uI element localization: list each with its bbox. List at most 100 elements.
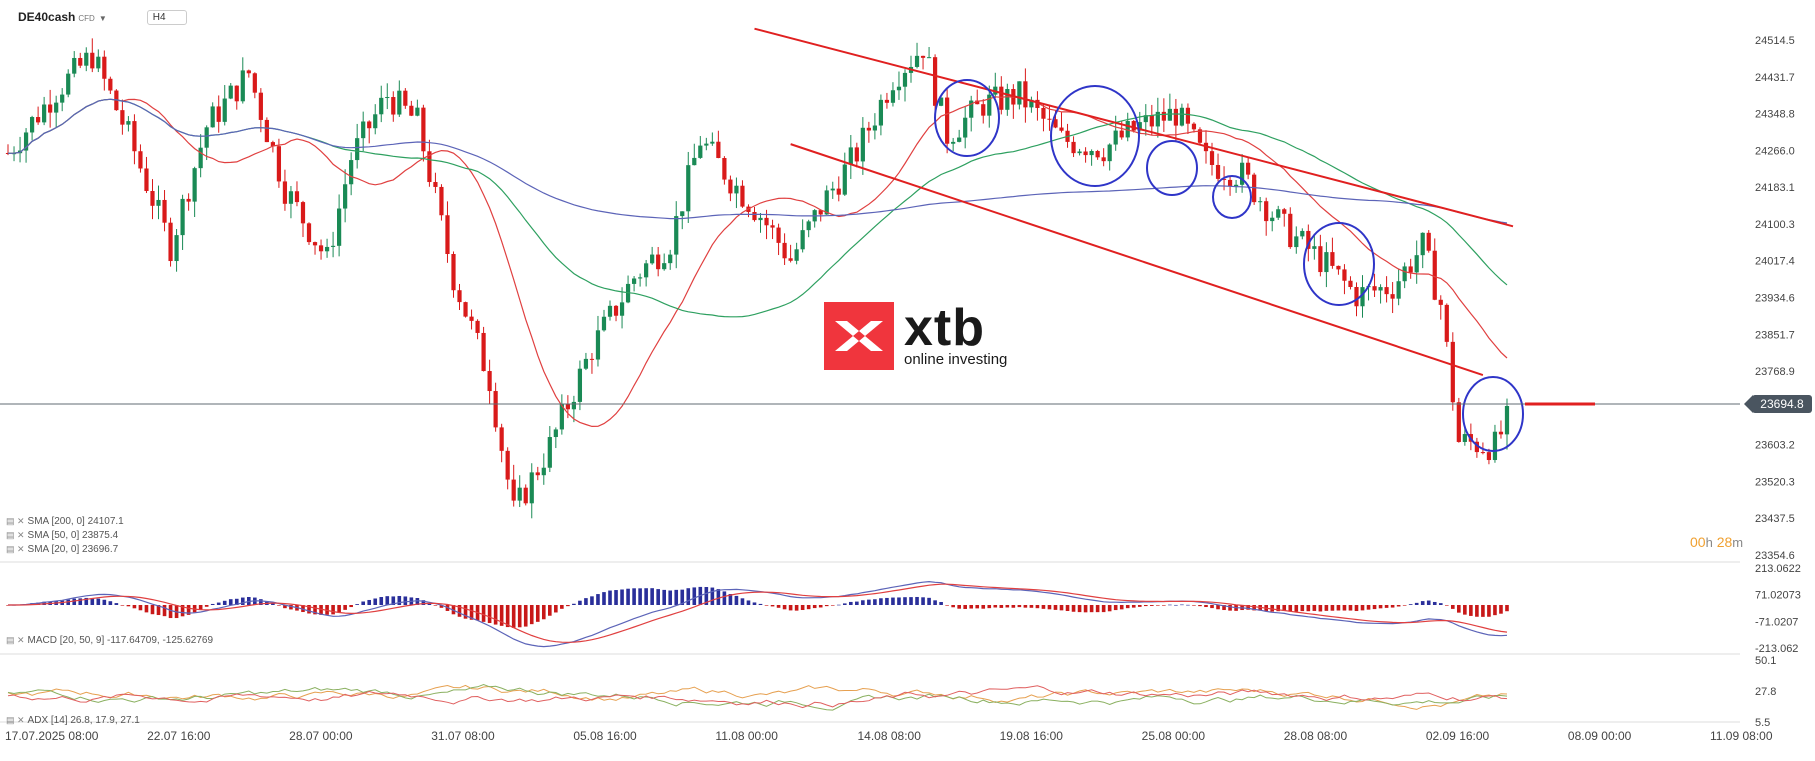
candle-body	[36, 117, 41, 123]
candle	[890, 82, 896, 107]
macd-histogram-bar	[879, 598, 883, 605]
candle-body	[168, 222, 173, 262]
price-tick-label: 24431.7	[1755, 72, 1795, 84]
candle	[36, 106, 41, 125]
candle-body	[1083, 151, 1088, 156]
current-price-label: 23694.8	[1760, 397, 1804, 411]
macd-histogram-bar	[891, 597, 895, 605]
macd-histogram-bar	[975, 605, 980, 609]
candle-body	[312, 242, 318, 246]
macd-histogram-bar	[355, 604, 359, 605]
macd-histogram-bar	[903, 597, 907, 605]
candle	[1456, 397, 1461, 443]
legend-adx[interactable]: ▤ ✕ ADX [14] 26.8, 17.9, 27.1	[6, 715, 140, 726]
candle	[1029, 96, 1034, 113]
list-icon[interactable]: ▤ ✕	[6, 635, 25, 645]
candle-body	[1462, 434, 1467, 442]
macd-histogram-bar	[1029, 605, 1034, 608]
macd-histogram-bar	[511, 605, 516, 628]
candle	[246, 69, 251, 78]
candle-body	[1480, 452, 1486, 454]
candle-body	[180, 198, 185, 236]
macd-histogram-bar	[1270, 605, 1275, 612]
legend-sma50[interactable]: ▤ ✕ SMA [50, 0] 23875.4	[6, 530, 118, 541]
price-tick-label: 24183.1	[1755, 182, 1795, 194]
macd-histogram-bar	[144, 605, 149, 613]
candle	[361, 111, 366, 152]
candle	[337, 194, 342, 257]
candle	[1017, 81, 1022, 110]
macd-histogram-bar	[385, 596, 390, 605]
candle-body	[764, 217, 769, 226]
legend-sma20[interactable]: ▤ ✕ SMA [20, 0] 23696.7	[6, 544, 118, 555]
list-icon[interactable]: ▤ ✕	[6, 715, 25, 725]
macd-histogram-bar	[734, 595, 739, 605]
candle	[397, 80, 402, 117]
candle-body	[890, 90, 896, 103]
macd-histogram-bar	[1180, 604, 1184, 606]
list-icon[interactable]: ▤ ✕	[6, 544, 25, 554]
time-tick-label: 17.07.2025 08:00	[5, 729, 99, 743]
candle-body	[1408, 266, 1413, 273]
macd-histogram-bar	[415, 598, 420, 605]
macd-histogram-bar	[301, 605, 305, 613]
macd-histogram-bar	[572, 603, 576, 605]
candle	[583, 352, 589, 371]
candle-body	[66, 73, 71, 95]
candle	[373, 104, 378, 135]
macd-histogram-bar	[770, 605, 775, 607]
candle-body	[1125, 121, 1130, 138]
macd-histogram-bar	[1228, 605, 1232, 611]
candle-body	[728, 179, 733, 194]
macd-histogram-bar	[1312, 605, 1317, 611]
candle	[198, 134, 203, 178]
macd-histogram-bar	[1294, 605, 1299, 612]
list-icon[interactable]: ▤ ✕	[6, 530, 25, 540]
candle	[547, 426, 552, 473]
macd-histogram-bar	[108, 601, 113, 605]
candle-body	[559, 403, 564, 430]
macd-histogram-bar	[505, 605, 510, 628]
macd-histogram-bar	[1432, 601, 1437, 605]
candle-body	[1336, 265, 1341, 270]
macd-histogram-bar	[614, 590, 618, 605]
candle-body	[860, 127, 865, 162]
macd-histogram-bar	[590, 596, 594, 605]
legend-macd[interactable]: ▤ ✕ MACD [20, 50, 9] -117.64709, -125.627…	[6, 635, 213, 646]
candle	[349, 152, 354, 196]
candle	[680, 211, 685, 230]
list-icon[interactable]: ▤ ✕	[6, 516, 25, 526]
candle-body	[1161, 111, 1166, 121]
macd-histogram-bar	[806, 605, 811, 610]
macd-histogram-bar	[1360, 605, 1365, 611]
candle-body	[601, 316, 607, 331]
candle	[1023, 68, 1028, 123]
legend-sma200[interactable]: ▤ ✕ SMA [200, 0] 24107.1	[6, 516, 124, 527]
macd-histogram-bar	[873, 599, 877, 605]
candle	[367, 120, 372, 144]
macd-histogram-bar	[367, 599, 372, 605]
candle	[439, 184, 444, 221]
trend-channel	[754, 27, 1514, 376]
candle-body	[60, 94, 65, 103]
candle	[957, 129, 962, 143]
candle-body	[1384, 287, 1389, 295]
macd-histogram-bar	[626, 588, 630, 605]
candle-body	[48, 104, 53, 113]
chevron-down-icon[interactable]: ▼	[98, 14, 107, 23]
candle	[168, 217, 173, 267]
candle	[144, 156, 149, 194]
macd-histogram-bar	[951, 605, 955, 608]
current-price-line: 23694.8	[0, 394, 1812, 413]
candle	[1258, 196, 1263, 212]
candle	[1282, 207, 1287, 227]
candle-body	[884, 99, 890, 103]
candle-body	[686, 165, 691, 212]
candle-body	[1113, 130, 1118, 145]
candle	[1005, 83, 1010, 116]
timeframe-selector[interactable]: H4	[146, 9, 187, 25]
macd-histogram-bar	[319, 605, 323, 615]
candle-body	[963, 117, 968, 138]
symbol-selector[interactable]: DE40cash CFD ▼	[18, 8, 107, 26]
